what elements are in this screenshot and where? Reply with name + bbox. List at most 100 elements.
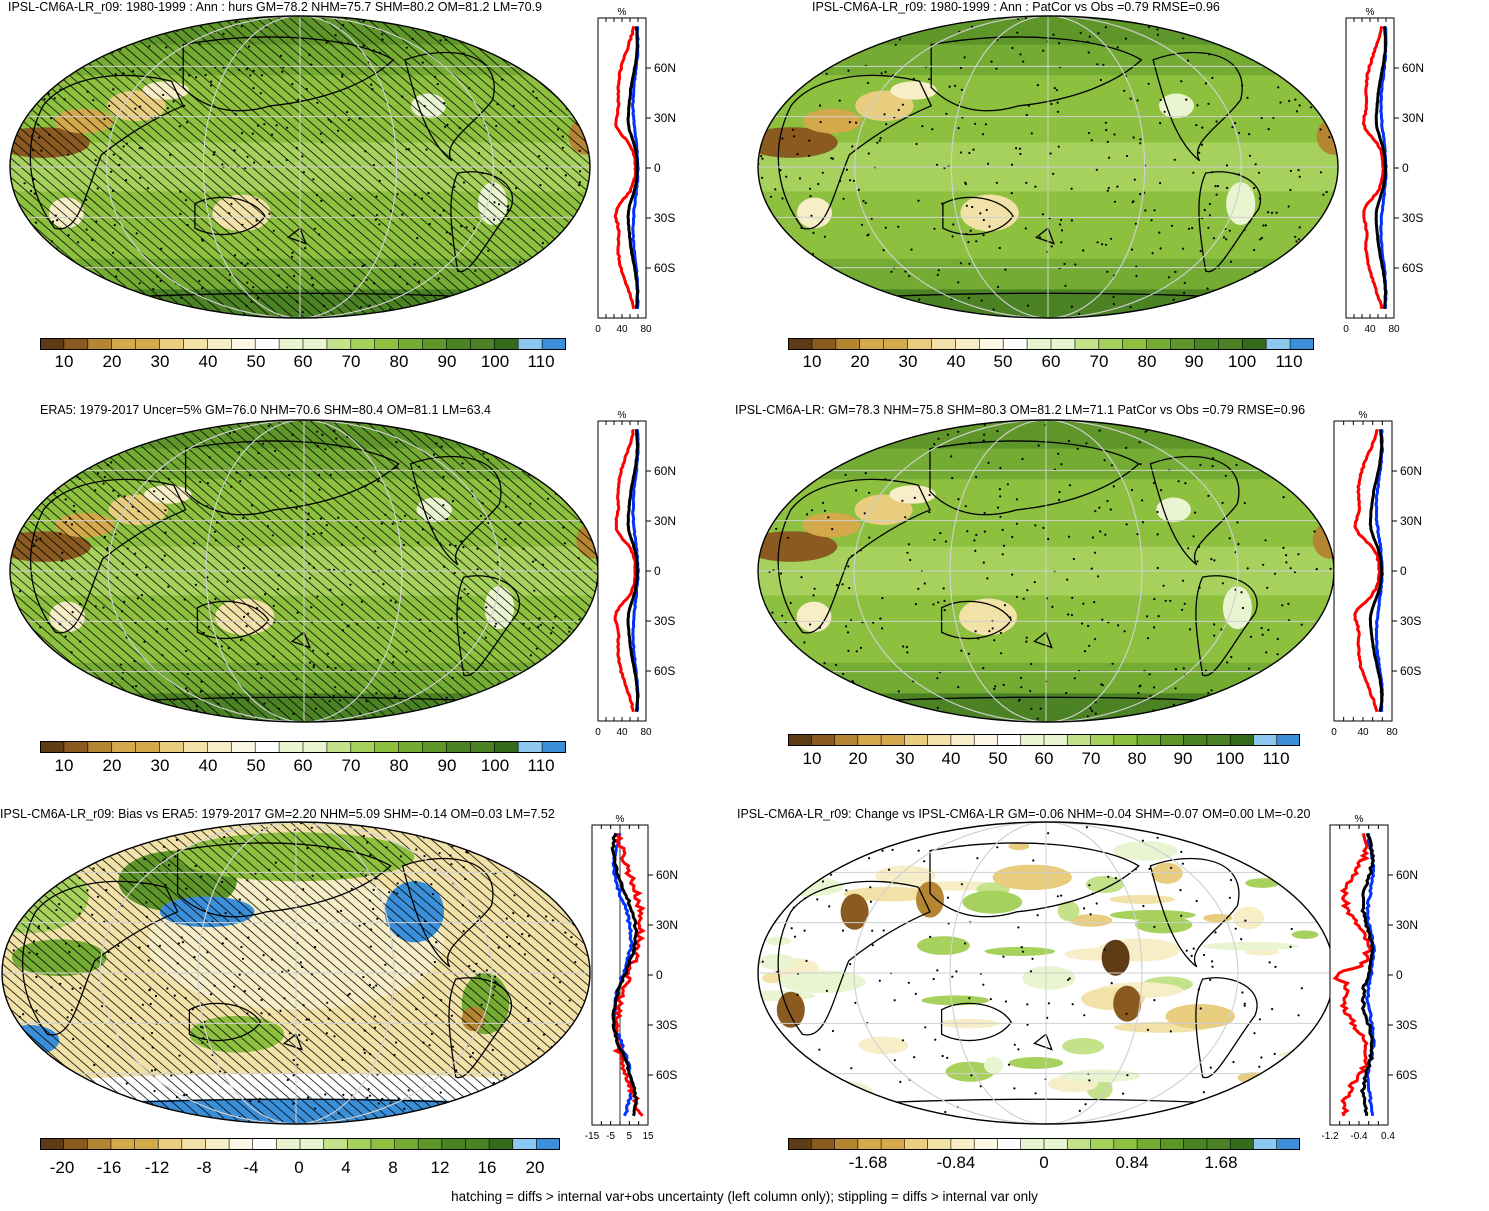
colorbar-swatch xyxy=(394,1138,419,1150)
global-line xyxy=(1368,428,1384,713)
colorbar-swatch xyxy=(300,1138,324,1150)
colorbar-swatch xyxy=(1090,1138,1115,1150)
lat-label: 60S xyxy=(654,664,675,678)
colorbar-swatch xyxy=(904,1138,928,1150)
cb6-label: -0.84 xyxy=(936,1153,976,1172)
global-line xyxy=(1359,833,1375,1116)
colorbar-swatch xyxy=(1183,1138,1208,1150)
colorbar-swatch xyxy=(927,734,952,746)
cb1-label: 100 xyxy=(480,352,510,371)
cb1-label: 10 xyxy=(54,352,74,371)
colorbar-swatch xyxy=(441,1138,466,1150)
lat-label: 60N xyxy=(1402,61,1424,75)
cb2-label: 100 xyxy=(1227,352,1257,371)
colorbar-swatch xyxy=(1253,1138,1278,1150)
colorbar-swatch xyxy=(418,1138,443,1150)
cb4-label: 110 xyxy=(1262,749,1290,768)
cb4-label: 50 xyxy=(988,749,1008,768)
colorbar-swatch xyxy=(1113,1138,1138,1150)
colorbar-swatch xyxy=(183,338,208,350)
cb5-label: 12 xyxy=(430,1158,450,1177)
colorbar-swatch xyxy=(542,741,566,753)
colorbar-swatch xyxy=(207,741,232,753)
lat-label: 30S xyxy=(656,1018,677,1032)
profile-unit: % xyxy=(618,7,627,18)
global-line xyxy=(626,26,640,309)
land-line xyxy=(1353,428,1382,713)
lat-label: 30S xyxy=(1396,1018,1417,1032)
cb1-label: 50 xyxy=(246,352,266,371)
cb2-label: 10 xyxy=(802,352,822,371)
colorbar-swatch xyxy=(1194,338,1219,350)
lat-label: 30S xyxy=(1400,614,1421,628)
colorbar-swatch xyxy=(111,741,136,753)
cb3-label: 80 xyxy=(389,756,409,775)
lat-label: 30N xyxy=(1402,111,1424,125)
lat-label: 0 xyxy=(1402,161,1409,175)
colorbar-swatch xyxy=(881,1138,905,1150)
colorbar-swatch xyxy=(1266,338,1291,350)
cb3-label: 100 xyxy=(480,756,510,775)
colorbar-swatch xyxy=(183,741,208,753)
colorbar-swatch xyxy=(135,741,160,753)
colorbar-swatch xyxy=(1253,734,1278,746)
global-line xyxy=(610,832,639,1117)
colorbar-swatch xyxy=(347,1138,372,1150)
lat-label: 60N xyxy=(656,868,678,882)
cb3-label: 40 xyxy=(198,756,218,775)
colorbar-swatch xyxy=(834,734,859,746)
x-tick-label: 80 xyxy=(1386,727,1398,738)
panel-title-6: IPSL-CM6A-LR_r09: Change vs IPSL-CM6A-LR… xyxy=(737,807,1311,821)
cb3-label: 110 xyxy=(527,756,555,775)
colorbar-swatch xyxy=(1027,338,1052,350)
colorbar-swatch xyxy=(229,1138,254,1150)
panel-title-2: IPSL-CM6A-LR_r09: 1980-1999 : Ann : PatC… xyxy=(812,0,1220,14)
colorbar-swatch xyxy=(542,338,566,350)
cb4-label: 10 xyxy=(802,749,822,768)
lat-label: 60S xyxy=(1402,261,1423,275)
cb1-label: 90 xyxy=(437,352,457,371)
panel-title-3: ERA5: 1979-2017 Uncer=5% GM=76.0 NHM=70.… xyxy=(40,403,491,417)
profile-unit: % xyxy=(1355,814,1364,825)
colorbar-swatch xyxy=(955,338,980,350)
map-panel-5 xyxy=(1,821,591,1125)
x-tick-label: -0.4 xyxy=(1350,1131,1368,1142)
cb4-label: 90 xyxy=(1173,749,1193,768)
colorbar-swatch xyxy=(811,1138,835,1150)
colorbar-swatch xyxy=(1137,734,1161,746)
colorbar-swatch xyxy=(1003,338,1028,350)
colorbar-swatch xyxy=(350,741,376,753)
x-tick-label: 0 xyxy=(1343,324,1349,335)
cb2-label: 20 xyxy=(850,352,870,371)
colorbar-swatch xyxy=(997,1138,1022,1150)
colorbar-swatch xyxy=(835,338,861,350)
colorbar-swatch xyxy=(927,1138,952,1150)
cb4-label: 40 xyxy=(941,749,961,768)
colorbar-swatch xyxy=(931,338,956,350)
colorbar-swatch xyxy=(158,1138,183,1150)
land-line xyxy=(1361,25,1385,310)
colorbar-swatch xyxy=(811,338,837,350)
cb1-label: 60 xyxy=(293,352,313,371)
colorbar-swatch xyxy=(1122,338,1147,350)
cb1-label: 30 xyxy=(150,352,170,371)
cb6-label: 1.68 xyxy=(1204,1153,1238,1172)
colorbar-swatch xyxy=(87,741,113,753)
profile-unit: % xyxy=(1366,7,1375,18)
zonal-profile-2: % 60N 30N 0 30S 60S 0 40 80 xyxy=(1343,7,1424,335)
cb5-label: 0 xyxy=(294,1158,304,1177)
cb4-label: 20 xyxy=(848,749,868,768)
land-line xyxy=(1332,833,1372,1117)
colorbar-swatch xyxy=(1206,734,1231,746)
colorbar-swatch xyxy=(1067,1138,1091,1150)
colorbar-swatch xyxy=(883,338,908,350)
lat-label: 30N xyxy=(656,918,678,932)
lat-label: 60N xyxy=(1400,464,1422,478)
colorbar-swatch xyxy=(1146,338,1171,350)
cb2-label: 50 xyxy=(993,352,1013,371)
colorbar-swatch xyxy=(950,1138,975,1150)
lat-label: 60S xyxy=(656,1068,677,1082)
profile-unit: % xyxy=(1359,410,1368,421)
colorbar-swatch xyxy=(1290,338,1314,350)
cb5-label: -20 xyxy=(49,1158,75,1177)
